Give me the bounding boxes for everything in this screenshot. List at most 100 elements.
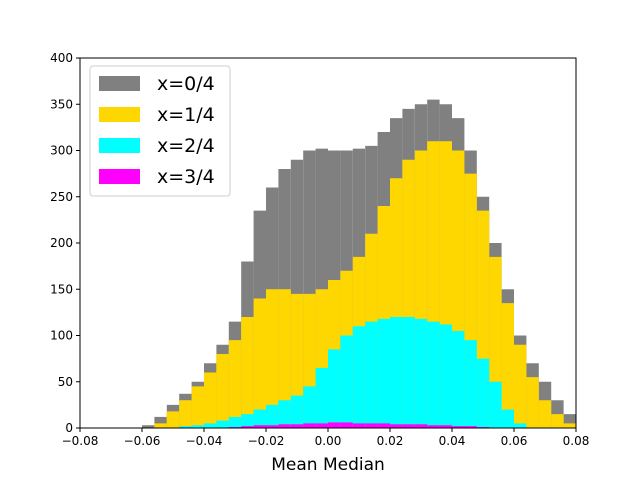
bar-series-3 bbox=[290, 424, 304, 428]
bar-series-1 bbox=[526, 377, 539, 428]
bar-series-2 bbox=[464, 340, 477, 428]
bar-series-1 bbox=[563, 423, 576, 428]
bar-series-3 bbox=[278, 424, 291, 428]
bar-series-2 bbox=[514, 423, 527, 428]
bar-series-1 bbox=[290, 293, 304, 428]
x-tick-label: 0.04 bbox=[439, 434, 466, 448]
y-tick-label: 350 bbox=[50, 97, 73, 111]
x-axis: −0.08 −0.06 −0.04 −0.02 0.00 0.02 0.04 0.06 0.08 bbox=[62, 428, 590, 448]
bar-series-2 bbox=[352, 326, 366, 428]
legend-box bbox=[89, 65, 231, 197]
bar-series-2 bbox=[328, 349, 341, 428]
bar-series-3 bbox=[377, 423, 390, 428]
bar-series-2 bbox=[216, 420, 229, 428]
bar-series-2 bbox=[340, 335, 353, 428]
x-tick-label: −0.08 bbox=[62, 434, 99, 448]
bar-series-1 bbox=[538, 400, 552, 428]
bar-series-1 bbox=[228, 340, 242, 428]
y-tick-label: 300 bbox=[50, 144, 73, 158]
bar-series-0 bbox=[154, 416, 167, 428]
bar-series-3 bbox=[365, 423, 378, 428]
legend-label: x=1/4 bbox=[157, 104, 215, 126]
bar-series-2 bbox=[427, 321, 440, 428]
bar-series-2 bbox=[228, 416, 242, 428]
legend-label: x=0/4 bbox=[157, 73, 215, 95]
bar-series-1 bbox=[253, 298, 266, 428]
bar-series-2 bbox=[414, 318, 428, 428]
bar-series-3 bbox=[315, 423, 328, 428]
bar-series-2 bbox=[315, 367, 328, 428]
bar-series-2 bbox=[489, 381, 502, 428]
bar-series-1 bbox=[551, 414, 564, 428]
y-tick-label: 150 bbox=[50, 282, 73, 296]
legend-swatch bbox=[99, 138, 140, 153]
bar-series-2 bbox=[501, 409, 514, 428]
bar-series-1 bbox=[179, 400, 192, 428]
bar-series-2 bbox=[290, 395, 304, 428]
x-tick-label: 0.08 bbox=[563, 434, 590, 448]
bar-series-2 bbox=[253, 409, 266, 428]
y-tick-label: 250 bbox=[50, 190, 73, 204]
bar-series-3 bbox=[402, 424, 415, 428]
legend-swatch bbox=[99, 107, 140, 122]
bar-series-2 bbox=[365, 321, 378, 428]
y-axis: 0 50 100 150 200 250 300 350 400 bbox=[50, 51, 80, 435]
y-tick-label: 0 bbox=[65, 421, 73, 435]
bar-series-1 bbox=[154, 423, 167, 428]
bar-series-3 bbox=[328, 422, 341, 428]
bar-series-3 bbox=[352, 423, 366, 428]
bar-series-1 bbox=[514, 344, 527, 428]
bar-series-3 bbox=[414, 424, 428, 428]
bar-series-3 bbox=[253, 425, 266, 428]
legend-label: x=2/4 bbox=[157, 135, 215, 157]
bar-series-1 bbox=[204, 372, 217, 428]
bar-series-1 bbox=[241, 317, 254, 428]
bar-series-3 bbox=[390, 424, 403, 428]
legend-swatch bbox=[99, 76, 140, 91]
bar-series-3 bbox=[266, 425, 279, 428]
bar-series-0 bbox=[142, 425, 155, 428]
bar-series-3 bbox=[439, 425, 452, 428]
bar-series-2 bbox=[241, 414, 254, 428]
bar-series-2 bbox=[266, 404, 279, 428]
bar-series-2 bbox=[439, 324, 452, 428]
bar-series-2 bbox=[452, 330, 465, 428]
bar-series-2 bbox=[303, 386, 316, 428]
x-tick-label: −0.02 bbox=[248, 434, 285, 448]
y-tick-label: 400 bbox=[50, 51, 73, 65]
bar-series-1 bbox=[191, 386, 204, 428]
bar-series-1 bbox=[166, 411, 180, 428]
bar-series-1 bbox=[216, 354, 229, 428]
bar-series-2 bbox=[191, 425, 204, 428]
bar-series-1 bbox=[501, 303, 514, 428]
bar-series-1 bbox=[278, 289, 291, 428]
x-tick-label: 0.06 bbox=[501, 434, 528, 448]
bar-series-2 bbox=[278, 400, 291, 428]
y-tick-label: 50 bbox=[58, 375, 73, 389]
bar-series-2 bbox=[179, 426, 192, 428]
x-tick-label: 0.00 bbox=[315, 434, 342, 448]
x-axis-label: Mean Median bbox=[271, 455, 385, 475]
x-tick-label: 0.02 bbox=[377, 434, 404, 448]
legend-label: x=3/4 bbox=[157, 166, 215, 188]
bar-series-2 bbox=[402, 317, 415, 428]
bar-series-3 bbox=[452, 426, 465, 428]
bar-series-3 bbox=[340, 422, 353, 428]
y-tick-label: 100 bbox=[50, 329, 73, 343]
legend: x=0/4 x=1/4 x=2/4 x=3/4 bbox=[89, 65, 231, 197]
bar-series-3 bbox=[464, 426, 477, 428]
bar-series-2 bbox=[476, 358, 490, 428]
x-tick-label: −0.04 bbox=[186, 434, 223, 448]
bar-series-2 bbox=[390, 317, 403, 428]
bar-series-1 bbox=[266, 289, 279, 428]
bar-series-3 bbox=[427, 425, 440, 428]
y-tick-label: 200 bbox=[50, 236, 73, 250]
legend-swatch bbox=[99, 169, 140, 184]
bars-group bbox=[142, 99, 576, 428]
x-tick-label: −0.06 bbox=[124, 434, 161, 448]
bar-series-3 bbox=[241, 426, 254, 428]
bar-series-3 bbox=[303, 423, 316, 428]
bar-series-2 bbox=[377, 318, 390, 428]
bar-series-2 bbox=[204, 423, 217, 428]
